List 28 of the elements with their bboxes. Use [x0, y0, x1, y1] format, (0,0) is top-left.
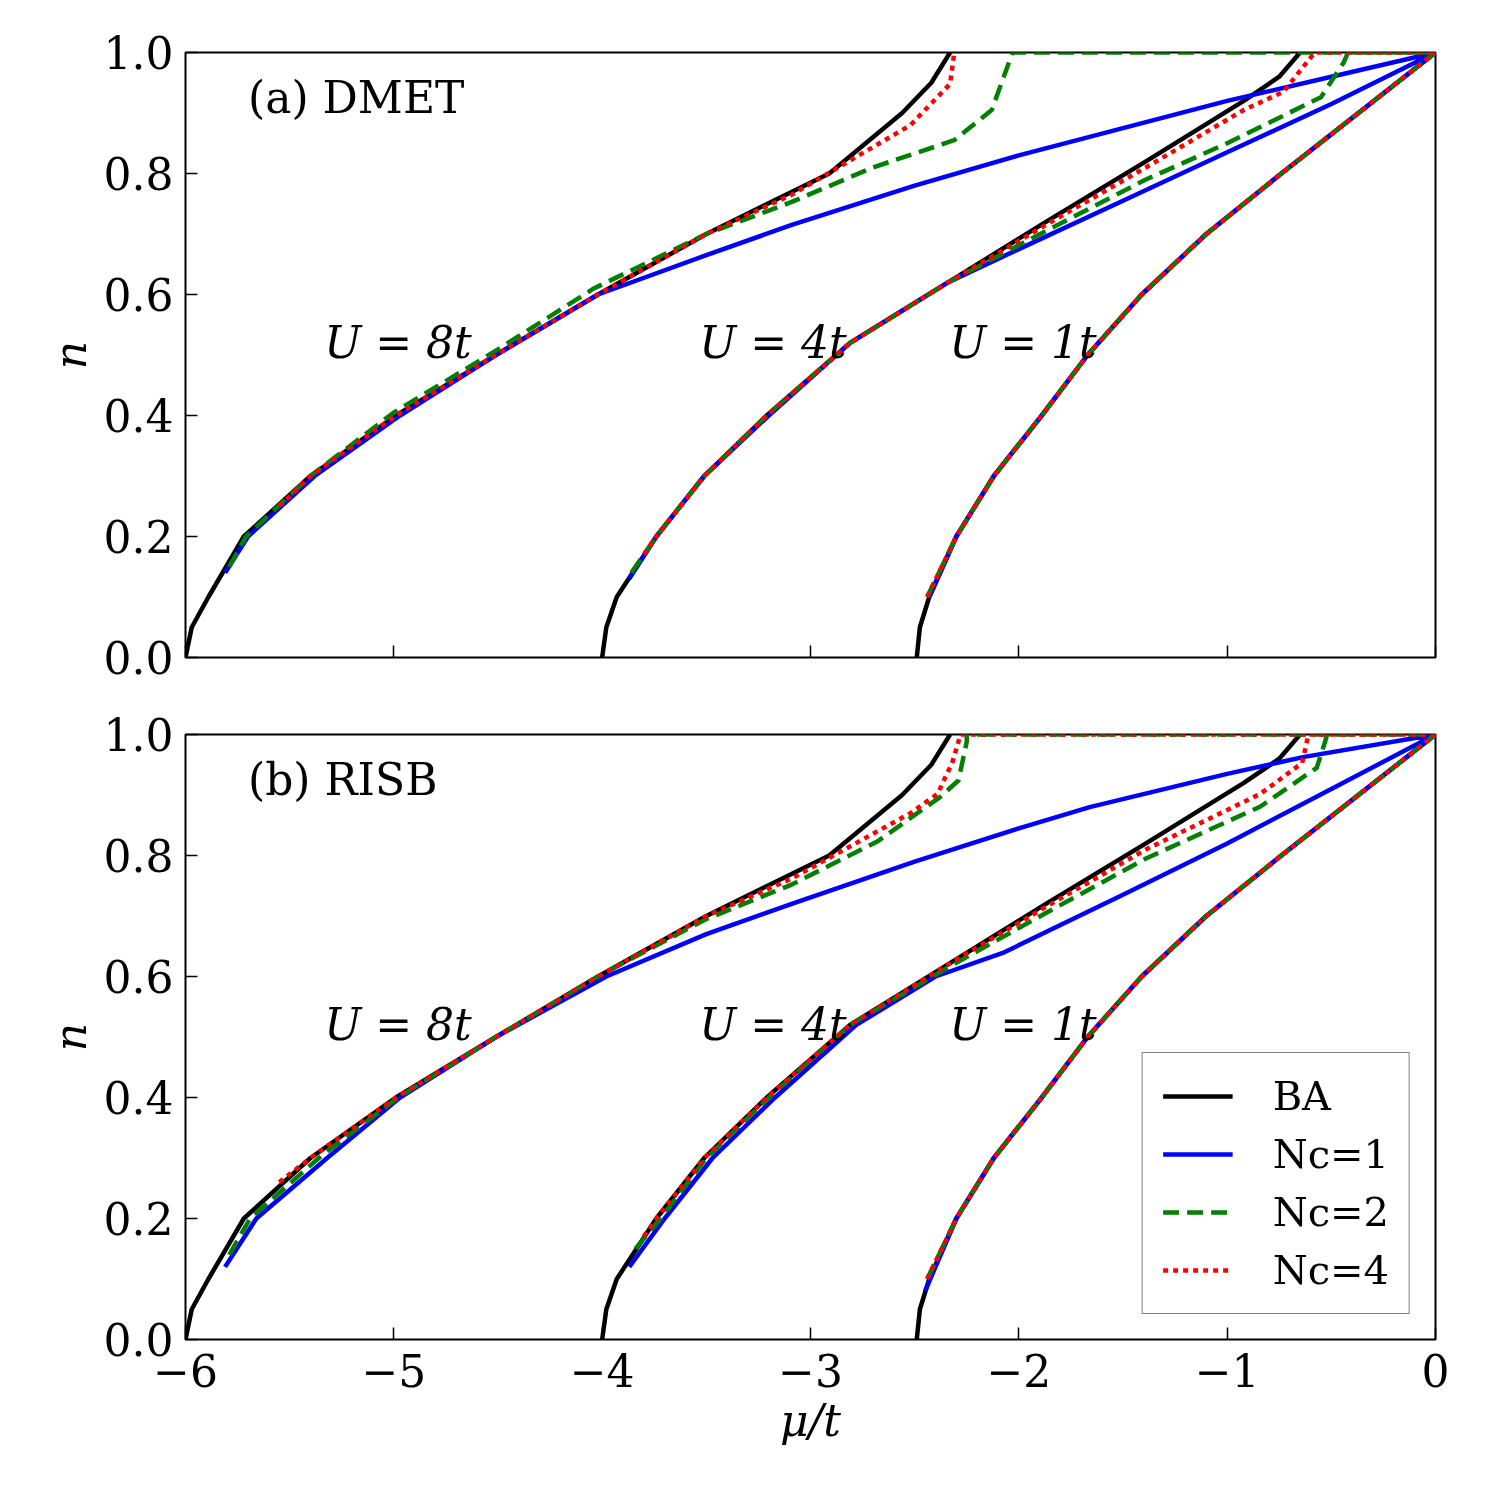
x-tick-label: −4	[569, 1345, 635, 1397]
y-tick-label: 0.2	[103, 512, 174, 563]
x-axis-title: μ/t	[779, 1394, 842, 1446]
legend-label: BA	[1272, 1073, 1331, 1119]
legend-label: Nc=4	[1272, 1247, 1389, 1293]
y-tick-label: 0.8	[103, 149, 174, 200]
x-tick-label: 0	[1421, 1345, 1450, 1397]
y-tick-label: 0.6	[103, 270, 174, 321]
annotation: U = 8t	[324, 999, 473, 1051]
x-tick-label: −5	[361, 1345, 427, 1397]
annotation: U = 4t	[699, 999, 848, 1051]
y-tick-label: 0.6	[103, 952, 174, 1003]
legend-label: Nc=1	[1272, 1131, 1389, 1177]
y-tick-label: 0.4	[103, 1073, 174, 1124]
y-tick-label: 1.0	[103, 28, 174, 79]
x-tick-label: −3	[778, 1345, 843, 1397]
legend-label: Nc=2	[1272, 1189, 1389, 1235]
y-tick-label: 0.8	[103, 831, 174, 882]
annotation: (b) RISB	[248, 754, 438, 806]
x-tick-label: −1	[1194, 1345, 1260, 1397]
y-tick-label: 0.2	[103, 1194, 174, 1245]
y-tick-label: 0.4	[103, 391, 174, 442]
annotation: U = 1t	[949, 999, 1098, 1051]
y-tick-label: 0.0	[103, 633, 174, 684]
y-axis-title: n	[44, 340, 96, 370]
y-axis-title: n	[44, 1022, 96, 1052]
x-tick-label: −2	[986, 1345, 1052, 1397]
y-tick-label: 1.0	[103, 710, 174, 761]
